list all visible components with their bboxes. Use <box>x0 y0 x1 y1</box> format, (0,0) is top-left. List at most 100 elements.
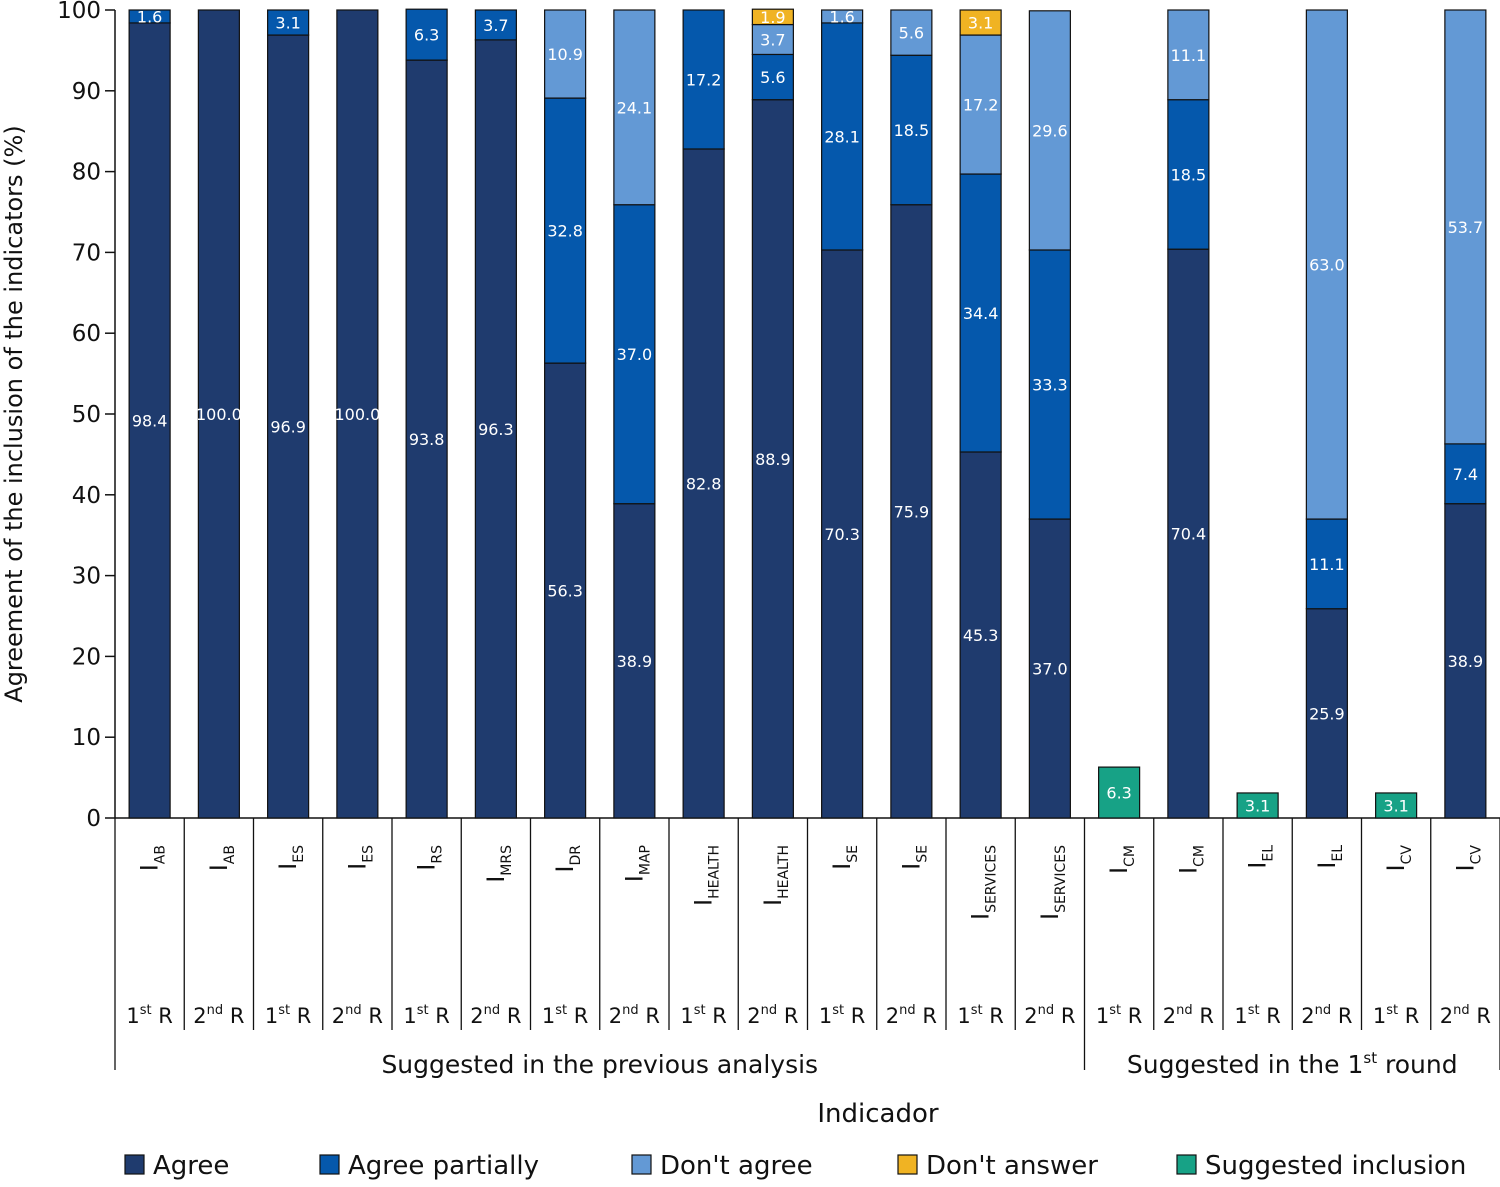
data-label: 29.6 <box>1032 121 1068 140</box>
legend-label: Don't agree <box>660 1151 813 1181</box>
legend-label: Agree partially <box>348 1151 539 1181</box>
bar-segment <box>405 59 448 819</box>
category-round-label: 1st R <box>680 1003 727 1028</box>
category-indicator-label: IAB <box>136 845 169 871</box>
y-tick-label: 100 <box>57 0 101 24</box>
category-indicator-label: IHEALTH <box>690 845 723 906</box>
data-label: 37.0 <box>1032 660 1068 679</box>
bar-segment <box>474 39 517 819</box>
y-tick-label: 10 <box>72 725 101 751</box>
y-tick-label: 0 <box>86 806 101 832</box>
category-round-label: 2nd R <box>1440 1003 1491 1028</box>
data-label: 11.1 <box>1309 555 1345 574</box>
data-label: 11.1 <box>1171 46 1207 65</box>
data-label: 3.1 <box>1383 796 1408 815</box>
category-round-label: 1st R <box>957 1003 1004 1028</box>
bar-segment <box>1167 99 1210 250</box>
bar-segment <box>267 9 310 36</box>
data-label: 32.8 <box>547 222 583 241</box>
category-round-label: 1st R <box>403 1003 450 1028</box>
bar-segment <box>128 22 171 819</box>
bar-segment <box>751 23 794 56</box>
bar-segment <box>890 9 933 56</box>
bar-segment <box>336 9 379 819</box>
bar-segment <box>890 204 933 819</box>
data-label: 7.4 <box>1453 465 1478 484</box>
data-label: 6.3 <box>414 26 439 45</box>
category-indicator-label: ICM <box>1105 845 1138 874</box>
bar-segment <box>890 54 933 206</box>
data-label: 37.0 <box>617 345 653 364</box>
data-label: 75.9 <box>894 502 930 521</box>
bar-segment <box>474 9 517 41</box>
bar-segment <box>751 53 794 101</box>
category-indicator-label: IDR <box>551 845 584 873</box>
bar-segment <box>1167 9 1210 101</box>
data-label: 28.1 <box>824 127 860 146</box>
category-indicator-label: ISE <box>828 845 861 870</box>
bar-segment <box>1236 792 1279 819</box>
data-label: 25.9 <box>1309 704 1345 723</box>
data-label: 6.3 <box>1106 784 1131 803</box>
y-axis-title: Agreement of the inclusion of the indica… <box>0 125 28 702</box>
category-indicator-label: IHEALTH <box>759 845 792 906</box>
data-label: 63.0 <box>1309 256 1345 275</box>
data-label: 17.2 <box>686 70 722 89</box>
data-label: 70.4 <box>1171 525 1207 544</box>
category-indicator-label: IRS <box>413 845 446 871</box>
data-label: 18.5 <box>1171 165 1207 184</box>
bar-segment <box>544 9 587 99</box>
bar-segment <box>1028 249 1071 520</box>
legend-swatch <box>1176 1154 1197 1175</box>
data-label: 88.9 <box>755 450 791 469</box>
bar-segment <box>682 148 725 819</box>
data-label: 5.6 <box>760 68 785 87</box>
data-label: 3.7 <box>760 30 785 49</box>
data-label: 100.0 <box>334 405 380 424</box>
group-label: Suggested in the 1st round <box>1127 1049 1458 1079</box>
y-tick-label: 60 <box>72 321 101 347</box>
y-tick-label: 50 <box>72 402 101 428</box>
data-label: 96.9 <box>270 418 306 437</box>
data-label: 18.5 <box>894 121 930 140</box>
legend-swatch <box>124 1154 145 1175</box>
bar-segment <box>1028 10 1071 251</box>
legend-swatch <box>897 1154 918 1175</box>
category-round-label: 2nd R <box>193 1003 244 1028</box>
data-label: 33.3 <box>1032 376 1068 395</box>
y-tick-label: 70 <box>72 240 101 266</box>
bar-segment <box>959 451 1002 819</box>
category-round-label: 1st R <box>819 1003 866 1028</box>
category-round-label: 1st R <box>265 1003 312 1028</box>
data-label: 98.4 <box>132 411 168 430</box>
y-tick-label: 40 <box>72 483 101 509</box>
bar-segment <box>751 8 794 26</box>
legend-swatch <box>631 1154 652 1175</box>
bar-segment <box>128 9 171 24</box>
category-indicator-label: IMRS <box>482 845 515 883</box>
data-label: 96.3 <box>478 420 514 439</box>
y-tick-label: 80 <box>72 160 101 186</box>
bar-segment <box>821 249 864 819</box>
data-label: 1.6 <box>829 7 854 26</box>
bar-segment <box>821 22 864 251</box>
bar-segment <box>613 503 656 819</box>
category-indicator-label: ISERVICES <box>1036 845 1069 920</box>
data-label: 10.9 <box>547 45 583 64</box>
bar-segment <box>1444 503 1487 819</box>
bar-segment <box>821 9 864 24</box>
data-label: 38.9 <box>1448 652 1484 671</box>
category-round-label: 1st R <box>1234 1003 1281 1028</box>
data-label: 3.1 <box>968 14 993 33</box>
category-round-label: 2nd R <box>1163 1003 1214 1028</box>
bar-segment <box>1028 518 1071 819</box>
category-round-label: 2nd R <box>1024 1003 1075 1028</box>
data-label: 24.1 <box>617 98 653 117</box>
data-label: 100.0 <box>196 405 242 424</box>
bar-segment <box>1305 518 1348 610</box>
bar-segment <box>613 9 656 206</box>
bar-segment <box>751 99 794 819</box>
bar-segment <box>959 9 1002 36</box>
